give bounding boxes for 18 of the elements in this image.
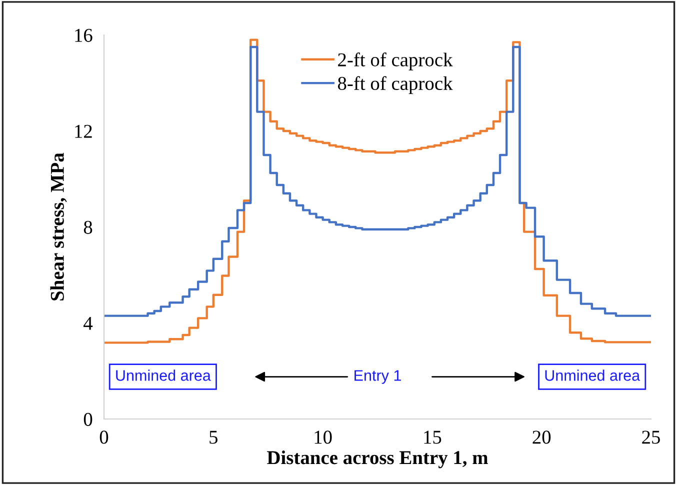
annotation: Unmined area xyxy=(545,370,640,381)
x-tick-label: 5 xyxy=(210,430,218,444)
x-tick-label: 20 xyxy=(532,430,551,444)
y-tick-label: 8 xyxy=(84,220,92,234)
x-axis-title: Distance across Entry 1, m xyxy=(267,450,488,468)
x-tick-label: 0 xyxy=(100,430,108,444)
legend-label: 2-ft of caprock xyxy=(338,52,453,70)
x-tick-label: 15 xyxy=(424,430,442,444)
y-tick-label: 4 xyxy=(84,316,93,330)
y-axis-title: Shear stress, MPa xyxy=(50,152,67,300)
y-tick-label: 0 xyxy=(84,412,92,426)
annotation: Entry 1 xyxy=(354,370,401,384)
y-tick-label: 12 xyxy=(75,124,92,138)
annotation: Unmined area xyxy=(116,370,211,381)
x-tick-label: 25 xyxy=(642,430,660,444)
y-tick-label: 16 xyxy=(75,28,92,42)
legend-label: 8-ft of caprock xyxy=(338,76,453,94)
x-tick-label: 10 xyxy=(314,430,332,444)
